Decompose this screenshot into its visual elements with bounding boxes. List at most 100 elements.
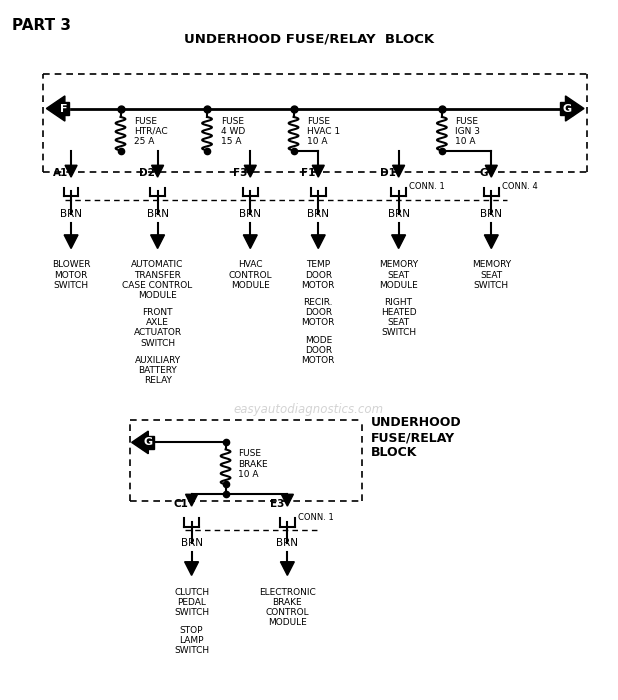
Text: SWITCH: SWITCH [140,339,175,348]
Polygon shape [312,165,324,177]
Text: PEDAL: PEDAL [177,598,206,607]
Polygon shape [185,561,198,575]
Text: CONN. 4: CONN. 4 [502,183,538,191]
Text: BLOWER: BLOWER [52,260,90,270]
Text: DOOR: DOOR [305,308,332,317]
Text: SEAT: SEAT [480,270,502,279]
Text: LAMP: LAMP [179,636,204,645]
Text: TEMP: TEMP [306,260,331,270]
Polygon shape [392,165,405,177]
Polygon shape [243,235,257,248]
Polygon shape [46,96,65,121]
Text: UNDERHOOD
FUSE/RELAY
BLOCK: UNDERHOOD FUSE/RELAY BLOCK [371,416,462,459]
Text: PART 3: PART 3 [12,18,71,32]
Text: HTR/AC: HTR/AC [134,127,167,136]
Text: RIGHT: RIGHT [384,298,413,307]
Text: ELECTRONIC: ELECTRONIC [259,588,316,597]
Text: D2: D2 [138,169,154,178]
Text: MODE: MODE [305,335,332,344]
Text: SEAT: SEAT [387,270,410,279]
Text: G: G [562,104,571,113]
Text: 10 A: 10 A [307,136,328,146]
Text: AUXILIARY: AUXILIARY [135,356,180,365]
Text: TRANSFER: TRANSFER [134,270,181,279]
Text: FRONT: FRONT [142,308,173,317]
Text: MODULE: MODULE [379,281,418,290]
Text: G: G [480,169,488,178]
Text: CONN. 1: CONN. 1 [409,183,445,191]
Text: MODULE: MODULE [268,619,307,627]
Text: BRN: BRN [387,209,410,219]
Text: 4 WD: 4 WD [221,127,245,136]
Text: HVAC 1: HVAC 1 [307,127,341,136]
Text: CLUTCH: CLUTCH [174,588,209,597]
Polygon shape [151,235,164,248]
Text: HVAC: HVAC [238,260,263,270]
Text: CONN. 1: CONN. 1 [298,513,334,522]
Text: easyautodiagnostics.com: easyautodiagnostics.com [234,403,384,416]
Text: FUSE
BRAKE
10 A: FUSE BRAKE 10 A [238,449,268,480]
Text: SWITCH: SWITCH [54,281,88,290]
Text: F: F [60,104,67,113]
Text: 25 A: 25 A [134,136,154,146]
Text: HEATED: HEATED [381,308,417,317]
Polygon shape [65,165,77,177]
Text: MOTOR: MOTOR [302,281,335,290]
Polygon shape [281,561,294,575]
Text: CASE CONTROL: CASE CONTROL [122,281,193,290]
Text: IGN 3: IGN 3 [455,127,480,136]
Text: DOOR: DOOR [305,270,332,279]
Text: BRN: BRN [180,538,203,548]
Text: MEMORY: MEMORY [379,260,418,270]
Text: D1: D1 [379,169,396,178]
Text: F1: F1 [301,169,315,178]
Text: A1: A1 [53,169,68,178]
Text: SEAT: SEAT [387,318,410,328]
Text: FUSE: FUSE [455,117,478,126]
Polygon shape [151,165,164,177]
Text: MEMORY: MEMORY [472,260,511,270]
Text: C1: C1 [174,499,188,509]
Polygon shape [64,235,78,248]
Polygon shape [565,96,584,121]
Text: AXLE: AXLE [146,318,169,328]
Polygon shape [281,494,294,506]
Text: ACTUATOR: ACTUATOR [133,328,182,337]
Text: MODULE: MODULE [231,281,269,290]
Text: G: G [144,438,153,447]
Text: BRN: BRN [276,538,298,548]
Text: SWITCH: SWITCH [381,328,416,337]
Text: BRN: BRN [239,209,261,219]
Text: FUSE: FUSE [307,117,330,126]
Text: STOP: STOP [180,626,203,635]
Polygon shape [185,494,198,506]
Polygon shape [132,431,148,454]
Text: FUSE: FUSE [221,117,243,126]
Text: CONTROL: CONTROL [266,608,309,617]
Text: RELAY: RELAY [143,376,172,385]
Text: CONTROL: CONTROL [229,270,272,279]
Text: DOOR: DOOR [305,346,332,355]
Text: MODULE: MODULE [138,290,177,300]
Text: F3: F3 [233,169,247,178]
Text: FUSE: FUSE [134,117,157,126]
Polygon shape [485,235,498,248]
Text: SWITCH: SWITCH [474,281,509,290]
Text: MOTOR: MOTOR [302,318,335,328]
Polygon shape [392,235,405,248]
Text: BRN: BRN [307,209,329,219]
Polygon shape [485,165,497,177]
Text: MOTOR: MOTOR [54,270,88,279]
Text: AUTOMATIC: AUTOMATIC [132,260,184,270]
Text: SWITCH: SWITCH [174,646,209,655]
Polygon shape [311,235,325,248]
Text: BRN: BRN [60,209,82,219]
Text: 10 A: 10 A [455,136,476,146]
Text: BRAKE: BRAKE [273,598,302,607]
Polygon shape [244,165,256,177]
Text: MOTOR: MOTOR [302,356,335,365]
Text: 15 A: 15 A [221,136,241,146]
Text: UNDERHOOD FUSE/RELAY  BLOCK: UNDERHOOD FUSE/RELAY BLOCK [184,32,434,46]
Text: SWITCH: SWITCH [174,608,209,617]
Text: BRN: BRN [480,209,502,219]
